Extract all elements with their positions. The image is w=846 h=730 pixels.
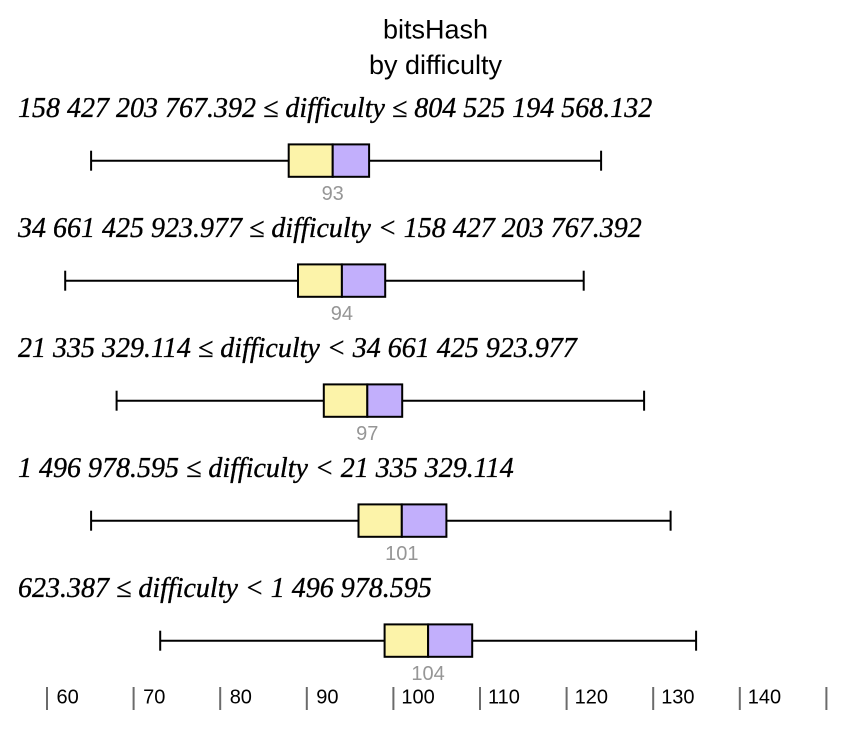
svg-text:bitsHash: bitsHash: [383, 15, 488, 45]
svg-text:623.387 ≤ difficulty < 1 496 9: 623.387 ≤ difficulty < 1 496 978.595: [18, 573, 432, 604]
svg-text:by difficulty: by difficulty: [369, 50, 503, 80]
svg-text:90: 90: [316, 686, 338, 708]
svg-text:120: 120: [575, 686, 608, 708]
svg-text:110: 110: [488, 686, 520, 708]
svg-text:158 427 203 767.392 ≤ difficul: 158 427 203 767.392 ≤ difficulty ≤ 804 5…: [18, 93, 652, 124]
svg-text:130: 130: [661, 686, 694, 708]
svg-text:97: 97: [356, 423, 378, 445]
svg-text:93: 93: [322, 183, 344, 205]
svg-text:80: 80: [230, 686, 252, 708]
svg-text:100: 100: [401, 686, 434, 708]
svg-text:94: 94: [331, 303, 353, 325]
svg-text:104: 104: [411, 663, 444, 685]
svg-text:101: 101: [385, 543, 418, 565]
svg-text:60: 60: [57, 686, 79, 708]
svg-text:140: 140: [748, 686, 781, 708]
svg-text:34 661 425 923.977 ≤ difficult: 34 661 425 923.977 ≤ difficulty < 158 42…: [17, 213, 642, 244]
svg-text:70: 70: [143, 686, 165, 708]
svg-text:1 496 978.595 ≤ difficulty < 2: 1 496 978.595 ≤ difficulty < 21 335 329.…: [18, 453, 514, 484]
svg-text:21 335 329.114 ≤ difficulty <: 21 335 329.114 ≤ difficulty < 34 661 425…: [18, 333, 578, 364]
